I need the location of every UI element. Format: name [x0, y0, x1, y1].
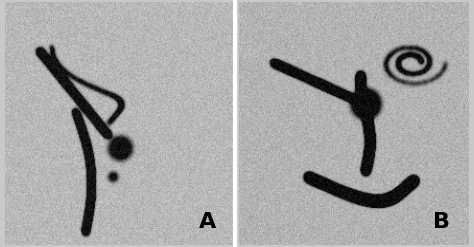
Text: A: A — [199, 212, 216, 232]
Text: B: B — [433, 212, 450, 232]
